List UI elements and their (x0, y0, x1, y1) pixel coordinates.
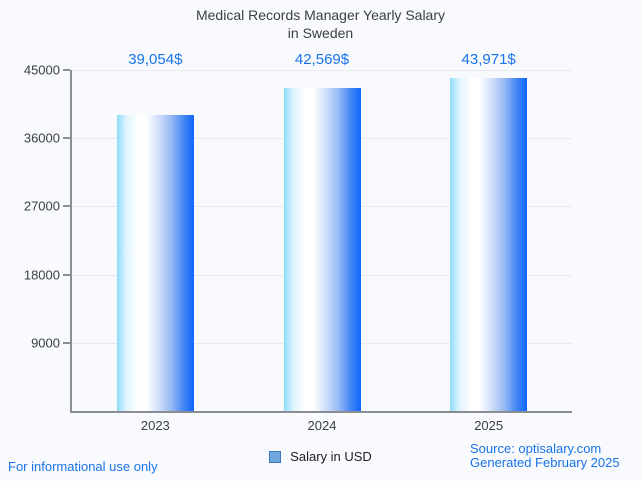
y-axis-label: 45000 (23, 62, 60, 78)
y-axis-label: 18000 (23, 267, 60, 283)
y-axis-label: 36000 (23, 130, 60, 146)
bar-2023 (116, 115, 194, 411)
x-axis-label: 2024 (307, 418, 337, 433)
source-block: Source: optisalary.com Generated Februar… (470, 442, 620, 470)
source-link[interactable]: Source: optisalary.com (470, 441, 602, 456)
legend: Salary in USD (0, 449, 641, 464)
chart-title: Medical Records Manager Yearly Salary in… (195, 7, 445, 42)
bar-value-label: 42,569$ (294, 51, 350, 68)
bar-2025 (450, 77, 528, 411)
y-axis-tick (63, 341, 70, 344)
y-axis-tick (63, 273, 70, 276)
bar-value-label: 43,971$ (461, 51, 516, 68)
x-axis-label: 2023 (140, 418, 170, 433)
y-axis-tick (63, 205, 70, 208)
bar-value-label: 39,054$ (128, 51, 183, 68)
disclaimer-text: For informational use only (8, 459, 158, 474)
bar-2024 (283, 88, 361, 411)
legend-label: Salary in USD (290, 449, 372, 464)
generated-date: Generated February 2025 (470, 455, 620, 470)
legend-marker-icon (269, 450, 282, 463)
x-axis-label: 2025 (474, 418, 504, 433)
plot-area: 9000 18000 27000 36000 45000 39,054$ 2023 42,56… (24, 51, 572, 433)
y-axis-label: 9000 (31, 335, 60, 351)
y-axis-label: 27000 (23, 198, 60, 214)
y-axis-tick (63, 69, 70, 71)
y-axis-tick (63, 137, 70, 140)
gridline (72, 70, 572, 71)
